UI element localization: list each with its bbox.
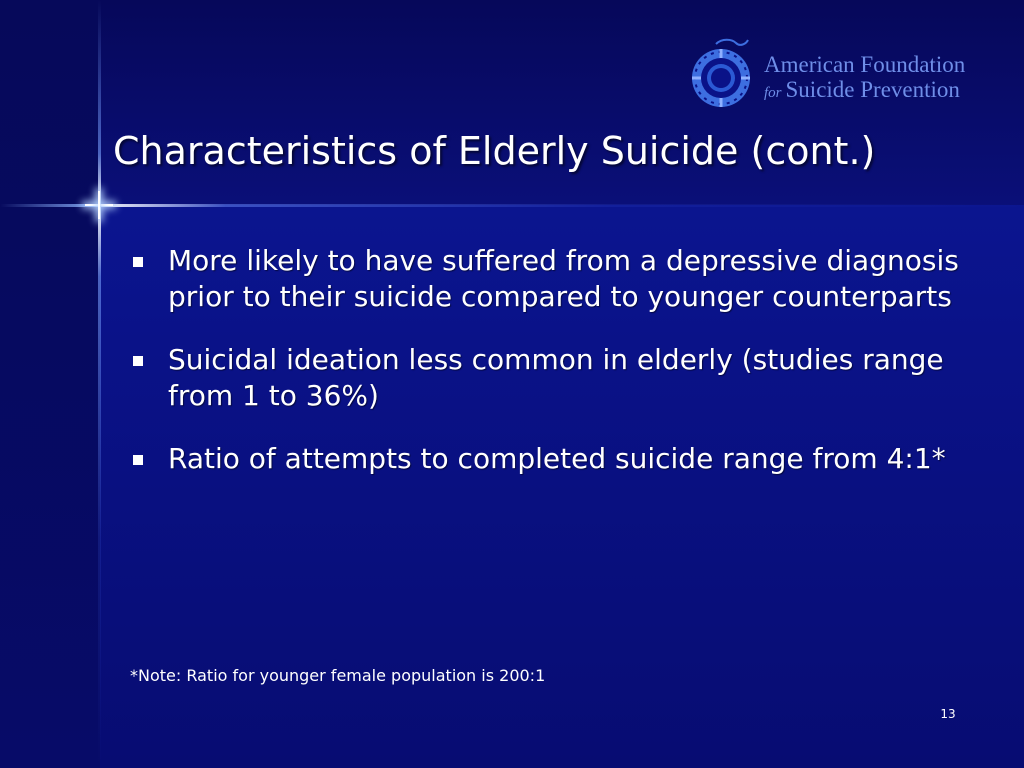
organization-logo: American Foundation for Suicide Preventio…: [688, 36, 1008, 114]
footnote: *Note: Ratio for younger female populati…: [130, 666, 546, 685]
bullet-text: More likely to have suffered from a depr…: [168, 244, 959, 313]
bullet-item: More likely to have suffered from a depr…: [132, 243, 972, 315]
bullet-text: Suicidal ideation less common in elderly…: [168, 343, 944, 412]
square-bullet-icon: [133, 356, 143, 366]
left-band: [0, 0, 100, 768]
slide-title: Characteristics of Elderly Suicide (cont…: [113, 129, 876, 173]
logo-line-2-text: Suicide Prevention: [785, 77, 960, 102]
bullet-list: More likely to have suffered from a depr…: [132, 243, 972, 504]
header-band: [0, 0, 1024, 205]
life-ring-icon: [692, 38, 750, 107]
horizontal-divider: [0, 204, 1024, 207]
bullet-item: Suicidal ideation less common in elderly…: [132, 342, 972, 414]
bullet-item: Ratio of attempts to completed suicide r…: [132, 441, 972, 477]
logo-text: American Foundation for Suicide Preventio…: [764, 52, 1008, 106]
square-bullet-icon: [133, 257, 143, 267]
logo-line-1: American Foundation: [764, 52, 966, 77]
bullet-text: Ratio of attempts to completed suicide r…: [168, 442, 946, 475]
vertical-divider: [98, 0, 101, 768]
logo-for: for: [764, 85, 782, 101]
logo-line-2: for Suicide Prevention: [764, 77, 1008, 106]
page-number: 13: [940, 707, 956, 721]
square-bullet-icon: [133, 455, 143, 465]
